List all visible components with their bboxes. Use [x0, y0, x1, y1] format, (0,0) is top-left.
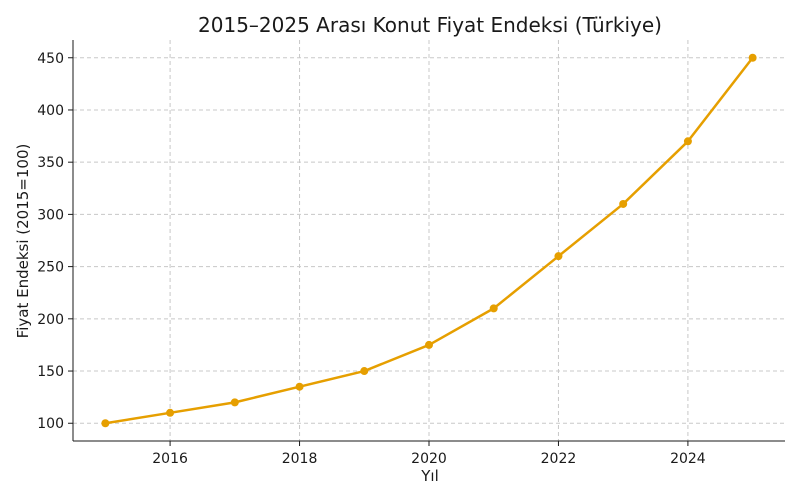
x-axis-label: Yıl	[420, 467, 439, 485]
x-tick-label: 2024	[670, 451, 706, 467]
y-tick-label: 250	[37, 260, 64, 276]
chart-title: 2015–2025 Arası Konut Fiyat Endeksi (Tür…	[198, 13, 662, 37]
x-tick-label: 2016	[152, 451, 188, 467]
data-point	[425, 340, 433, 349]
x-tick-label: 2020	[411, 451, 447, 467]
series	[101, 53, 757, 428]
x-tick-label: 2018	[282, 451, 318, 467]
data-point	[554, 252, 563, 261]
y-tick-label: 350	[37, 155, 64, 171]
y-tick-label: 200	[37, 312, 64, 328]
y-tick-label: 100	[37, 416, 64, 432]
data-point	[360, 367, 369, 376]
data-point	[166, 408, 175, 417]
y-tick-label: 300	[37, 207, 64, 223]
data-point	[489, 304, 498, 313]
x-tick-label: 2022	[541, 451, 577, 467]
y-tick-label: 450	[37, 51, 64, 67]
data-point	[683, 137, 692, 146]
data-point	[230, 398, 239, 407]
data-point	[748, 53, 757, 62]
y-tick-label: 150	[37, 364, 64, 380]
y-tick-label: 400	[37, 103, 64, 119]
data-point	[295, 382, 304, 391]
data-point	[101, 419, 110, 428]
grid	[73, 40, 785, 441]
y-axis-label: Fiyat Endeksi (2015=100)	[14, 144, 32, 339]
axes: 2016 2018 2020 2022 2024 100 150 200 250 300 350 40…	[37, 40, 785, 467]
data-point	[619, 199, 628, 208]
